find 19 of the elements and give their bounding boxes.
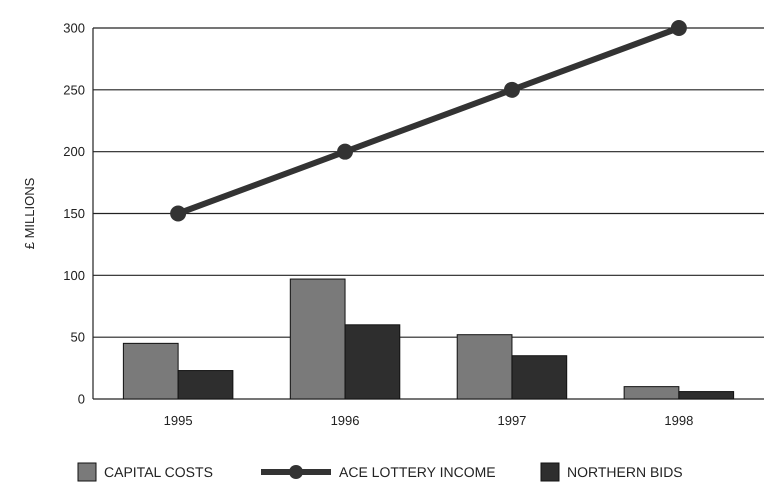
y-tick-label: 250 — [63, 82, 85, 98]
point — [504, 82, 520, 98]
x-tick-label: 1995 — [164, 413, 193, 428]
y-tick-label: 50 — [70, 330, 85, 345]
y-tick-label: 0 — [78, 392, 85, 407]
legend-label: ACE LOTTERY INCOME — [339, 464, 496, 480]
point — [670, 20, 687, 36]
legend-label: NORTHERN BIDS — [567, 464, 683, 480]
y-tick-label: 200 — [63, 144, 85, 160]
y-tick-label: 100 — [63, 268, 85, 283]
x-tick-label: 1998 — [664, 413, 694, 428]
point — [170, 206, 186, 222]
legend-label: CAPITAL COSTS — [104, 464, 213, 480]
y-tick-label: 150 — [63, 206, 85, 222]
point — [337, 144, 354, 160]
y-axis-title: £ MILLIONS — [22, 177, 37, 250]
x-tick-label: 1997 — [497, 413, 526, 428]
y-tick-label: 300 — [63, 20, 85, 36]
x-tick-label: 1996 — [330, 413, 360, 428]
